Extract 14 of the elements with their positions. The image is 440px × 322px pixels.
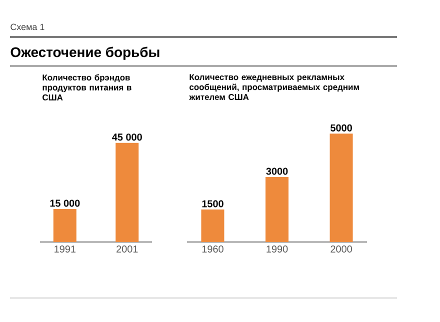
x-tick-label: 1991 <box>54 246 76 253</box>
data-label: 3000 <box>266 168 288 175</box>
data-label: 15 000 <box>50 200 80 207</box>
x-tick-label: 2001 <box>116 246 138 253</box>
data-label: 1500 <box>202 200 224 208</box>
x-tick-label: 2000 <box>330 246 352 253</box>
text: Ожесточение борьбы <box>10 46 160 60</box>
text: Схема 1 <box>10 24 44 30</box>
chart-title: Количество ежедневных рекламных сообщений, просматриваемых средним жителем США <box>189 74 359 100</box>
x-tick-label: 1990 <box>266 246 288 253</box>
x-tick-label: 1960 <box>202 246 224 253</box>
chart-title: Количество брэндов продуктов питания в США <box>42 74 132 100</box>
data-label: 5000 <box>330 124 352 132</box>
data-label: 45 000 <box>112 134 142 141</box>
